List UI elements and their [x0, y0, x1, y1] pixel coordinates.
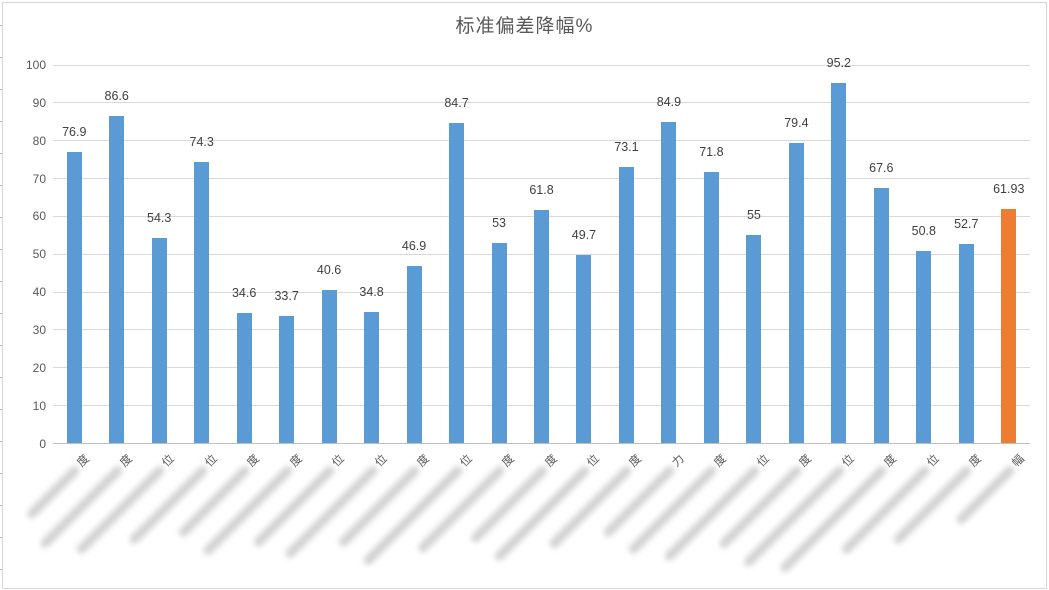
bar-value-label: 50.8 — [911, 224, 936, 239]
x-axis-line — [53, 443, 1030, 444]
bar-value-label: 54.3 — [147, 210, 172, 225]
y-axis-tick-label: 10 — [32, 398, 46, 413]
redacted-label-text — [251, 464, 337, 549]
bar[interactable] — [534, 209, 549, 444]
chart-title: 标准偏差降幅% — [455, 16, 594, 37]
x-axis-category-label: 幅 — [948, 452, 1028, 532]
bar-value-label: 84.9 — [656, 95, 682, 110]
y-axis-tick-label: 80 — [32, 133, 46, 148]
bar[interactable] — [703, 171, 719, 444]
worksheet-row-tick — [0, 57, 3, 58]
y-axis-tick-label: 0 — [39, 436, 46, 451]
bar[interactable] — [618, 166, 634, 444]
gridline — [53, 178, 1030, 180]
bar-value-label: 95.2 — [826, 56, 852, 71]
redacted-label-text — [468, 464, 549, 544]
bar[interactable] — [449, 122, 465, 444]
bar-value-label: 34.8 — [359, 284, 384, 299]
bar-value-label: 53 — [492, 215, 506, 230]
bar[interactable] — [491, 242, 507, 444]
bar[interactable] — [831, 83, 847, 444]
worksheet-row-tick — [0, 313, 3, 314]
bar-value-label: 49.7 — [571, 228, 597, 243]
bar-value-label: 61.8 — [529, 182, 554, 197]
bar-value-label: 40.6 — [316, 262, 342, 277]
worksheet-row-tick — [0, 377, 3, 378]
worksheet-row-tick — [0, 217, 3, 218]
bar[interactable] — [661, 122, 677, 444]
gridline — [53, 102, 1030, 104]
worksheet-row-tick — [0, 537, 3, 538]
redacted-label-text — [127, 464, 209, 546]
gridline — [53, 140, 1030, 142]
bar[interactable] — [151, 237, 167, 444]
bar[interactable] — [364, 311, 380, 444]
bar-value-label: 33.7 — [274, 288, 299, 303]
redacted-label-text — [547, 464, 634, 550]
bar-value-label: 71.8 — [699, 144, 724, 159]
bar[interactable] — [406, 265, 422, 444]
bar[interactable] — [873, 187, 889, 444]
bar[interactable] — [109, 115, 125, 444]
bar-highlight[interactable] — [1001, 209, 1017, 444]
worksheet-row-tick — [0, 89, 3, 90]
bar-value-label: 84.7 — [444, 95, 469, 110]
worksheet-row-tick — [0, 153, 3, 154]
y-axis-tick-label: 20 — [32, 360, 46, 375]
worksheet-row-tick — [0, 25, 3, 26]
worksheet-row-tick — [0, 409, 3, 410]
bar[interactable] — [321, 289, 337, 444]
bar-value-label: 74.3 — [189, 135, 214, 150]
bar-value-label: 67.6 — [869, 160, 894, 175]
redacted-label-text — [38, 464, 124, 550]
worksheet-row-tick — [0, 345, 3, 346]
bar-value-label: 79.4 — [784, 115, 809, 130]
redacted-label-text — [891, 464, 974, 546]
bar[interactable] — [66, 152, 82, 444]
worksheet-row-tick — [0, 569, 3, 570]
bar[interactable] — [194, 162, 210, 444]
y-axis-tick-label: 100 — [25, 58, 46, 72]
y-axis-tick-label: 70 — [32, 171, 46, 186]
bar[interactable] — [916, 251, 932, 444]
worksheet-row-tick — [0, 441, 3, 442]
y-axis-tick-label: 40 — [32, 285, 46, 300]
bar[interactable] — [279, 315, 295, 444]
bar-value-label: 73.1 — [614, 139, 639, 154]
worksheet-row-tick — [0, 121, 3, 122]
bar[interactable] — [576, 255, 592, 444]
bar-value-label: 55 — [746, 208, 761, 223]
bar-value-label: 52.7 — [954, 217, 979, 232]
worksheet-row-tick — [0, 185, 3, 186]
redacted-label-text — [336, 464, 422, 549]
bar-value-label: 76.9 — [62, 125, 87, 140]
bar-value-label: 46.9 — [401, 238, 427, 253]
y-axis-tick-label: 30 — [32, 322, 46, 337]
y-axis-tick-label: 60 — [32, 209, 46, 224]
bar[interactable] — [788, 142, 804, 444]
worksheet-row-tick — [0, 473, 3, 474]
bar[interactable] — [236, 312, 252, 444]
bar-value-label: 34.6 — [231, 285, 257, 300]
gridline — [53, 64, 1030, 66]
bar[interactable] — [958, 244, 974, 444]
y-axis-tick-label: 50 — [32, 247, 46, 262]
redacted-label-text — [717, 464, 804, 550]
y-axis-tick-label: 90 — [32, 95, 46, 110]
worksheet-row-tick — [0, 505, 3, 506]
worksheet-row-tick — [0, 249, 3, 250]
bar-value-label: 86.6 — [104, 88, 129, 103]
bar-value-label: 61.93 — [993, 182, 1025, 197]
worksheet-row-tick — [0, 281, 3, 282]
bar[interactable] — [746, 235, 762, 444]
